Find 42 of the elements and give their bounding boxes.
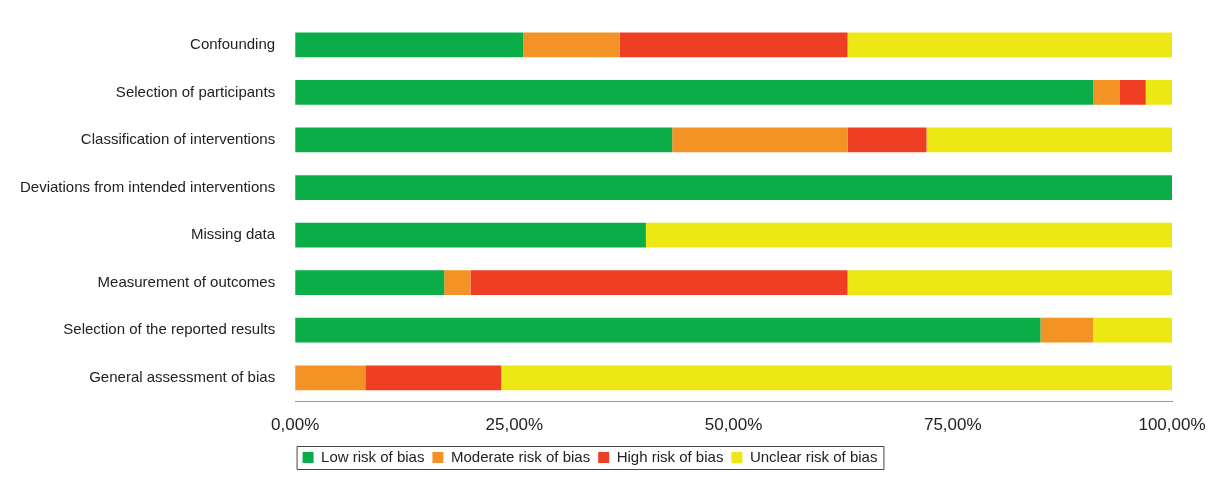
y-tick-label: General assessment of bias xyxy=(89,367,276,385)
bar xyxy=(501,365,1172,391)
y-tick-label: Selection of the reported results xyxy=(63,320,276,338)
x-tick-label: 50,00% xyxy=(704,415,763,435)
y-tick-label: Deviations from intended interventions xyxy=(20,177,276,195)
bar xyxy=(847,270,1172,296)
legend-label: Low risk of bias xyxy=(321,447,425,465)
legend-label: Unclear risk of bias xyxy=(749,447,878,465)
bar xyxy=(295,270,445,296)
bar xyxy=(295,222,646,248)
bar xyxy=(645,222,1172,248)
bar xyxy=(1119,79,1146,105)
bar xyxy=(619,32,848,58)
bar xyxy=(295,127,673,153)
y-tick-label: Classification of interventions xyxy=(80,130,276,148)
bar xyxy=(926,127,1172,153)
bar xyxy=(295,175,1172,200)
bar xyxy=(523,32,620,58)
y-tick-label: Measurement of outcomes xyxy=(97,272,276,290)
y-tick-label: Selection of participants xyxy=(115,82,276,100)
bar xyxy=(672,127,848,153)
bar xyxy=(470,270,848,296)
bar xyxy=(295,365,366,391)
bar xyxy=(365,365,502,391)
y-tick-label: Confounding xyxy=(190,34,276,52)
bar xyxy=(295,32,524,58)
bar xyxy=(1145,79,1172,105)
x-tick-label: 0,00% xyxy=(271,415,320,435)
bar xyxy=(295,79,1094,105)
x-tick-label: 75,00% xyxy=(923,415,982,435)
x-tick-label: 25,00% xyxy=(485,415,544,435)
bar xyxy=(444,270,471,296)
bar xyxy=(847,127,927,153)
x-tick-label: 100,00% xyxy=(1138,415,1206,435)
bar xyxy=(847,32,1172,58)
bar xyxy=(1093,317,1172,343)
y-tick-label: Missing data xyxy=(190,225,276,243)
bar xyxy=(295,317,1041,343)
bar xyxy=(1093,79,1120,105)
legend-label: Moderate risk of bias xyxy=(450,447,591,465)
legend-label: High risk of bias xyxy=(616,447,724,465)
bar xyxy=(1040,317,1094,343)
